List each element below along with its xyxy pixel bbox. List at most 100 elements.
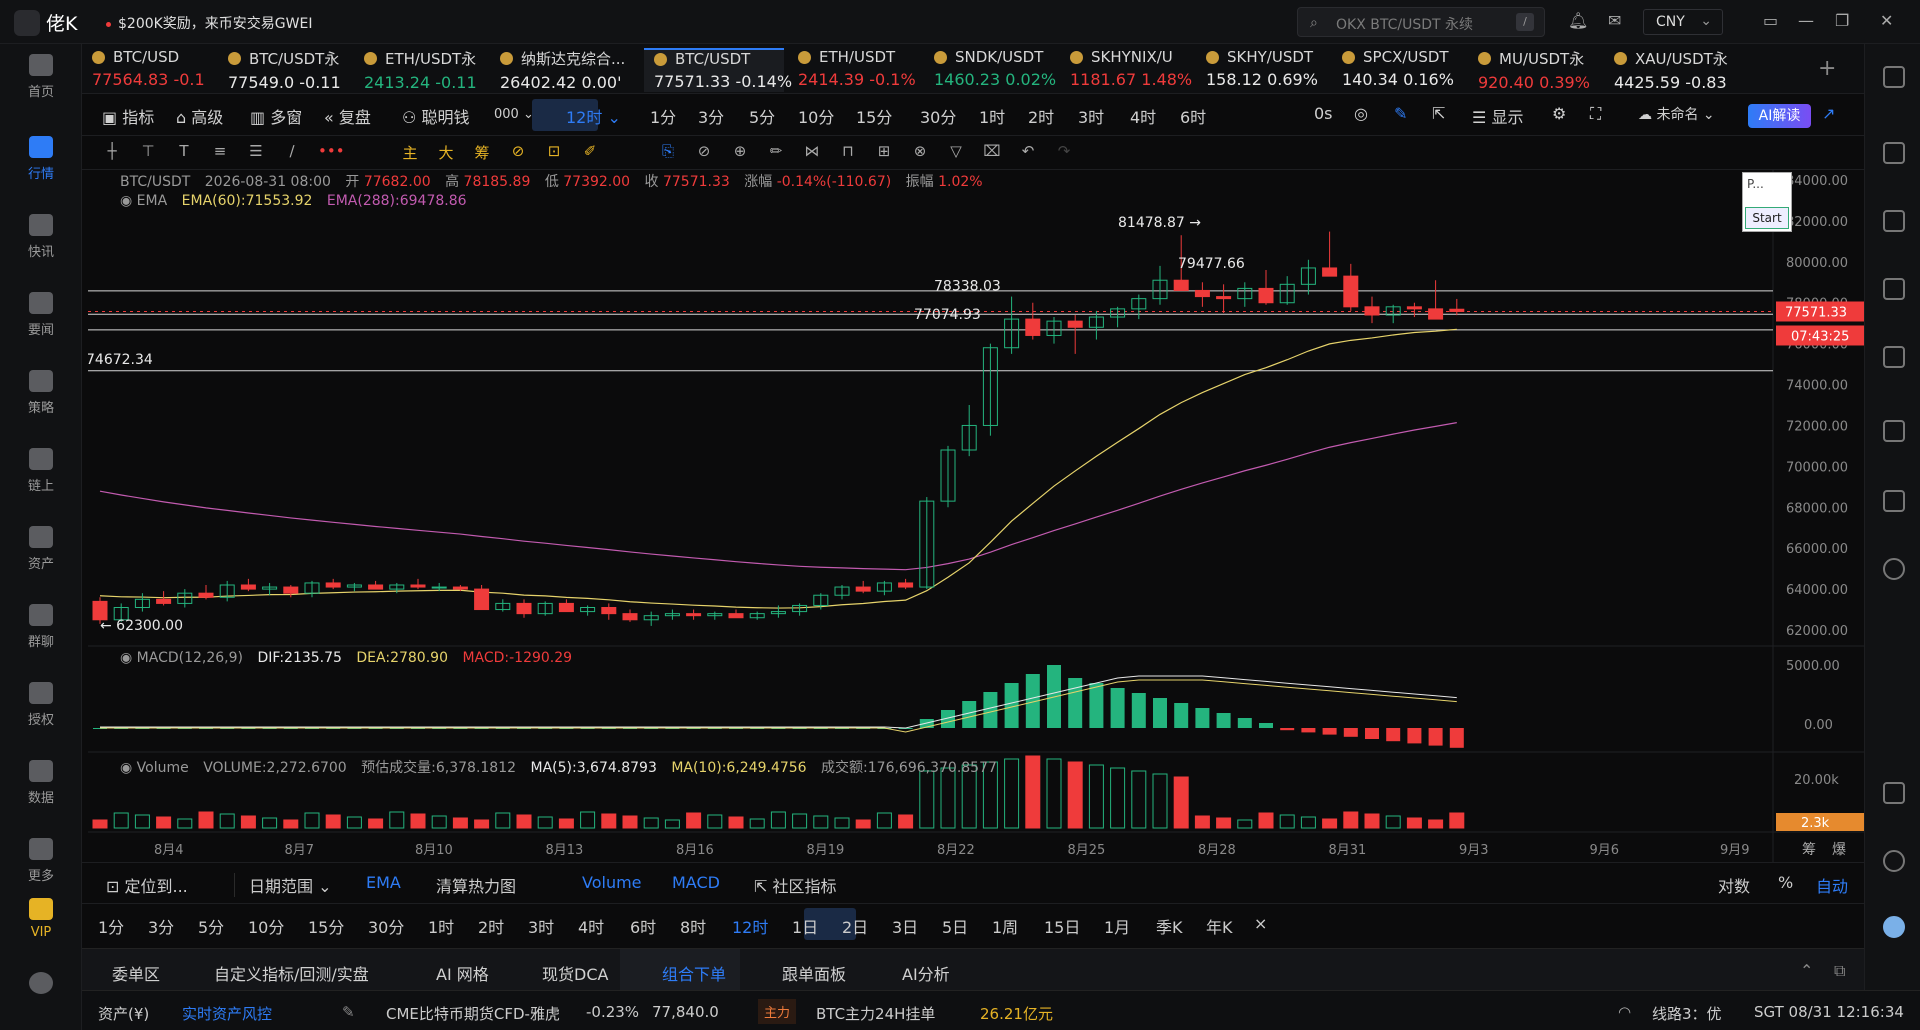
ticker-tab[interactable]: SPCX/USDT 140.34 0.16% <box>1342 48 1468 92</box>
tf-1h[interactable]: 1时 <box>428 918 455 937</box>
sidebar-item-onchain[interactable]: 链上 <box>0 448 82 494</box>
pin-icon[interactable]: ▭ <box>1763 11 1779 30</box>
bell-icon[interactable]: 🔔︎ <box>1568 11 1589 30</box>
tf-3h[interactable]: 3时 <box>528 918 555 937</box>
indicators-button[interactable]: ▣ 指标 <box>102 108 155 127</box>
search-input[interactable]: ⌕ OKX BTC/USDT 永续 / <box>1297 7 1545 37</box>
sidebar-item-more[interactable]: 更多 <box>0 838 82 884</box>
eraser-icon[interactable]: ✏ <box>769 142 783 160</box>
edit-icon[interactable]: ⊞ <box>877 142 891 160</box>
tf-1w[interactable]: 1周 <box>992 918 1019 937</box>
ema-legend[interactable]: ◉ EMA EMA(60):71553.92 EMA(288):69478.86 <box>120 193 467 209</box>
chip-icon[interactable]: 筹 <box>474 144 490 162</box>
dots-icon[interactable]: ••• <box>318 142 345 160</box>
trend-icon[interactable] <box>1883 278 1905 300</box>
locate-button[interactable]: ⊡ 定位到... <box>106 877 188 896</box>
eye-icon[interactable]: ◉ <box>120 760 133 776</box>
volume-toggle[interactable]: Volume <box>582 873 642 892</box>
tf-2h[interactable]: 2时 <box>478 918 505 937</box>
tab-copy-trading[interactable]: 跟单面板 <box>782 965 847 984</box>
ema-toggle[interactable]: EMA <box>366 873 401 892</box>
promo-banner[interactable]: $200K奖励，来币安交易GWEI <box>106 13 312 33</box>
timeframe-1m[interactable]: 1分 <box>650 108 677 127</box>
zoom-icon[interactable]: ⊕ <box>733 142 747 160</box>
trend-line-icon[interactable]: ⊤ <box>141 142 155 160</box>
timeframe-1h[interactable]: 1时 <box>979 108 1006 127</box>
tf-6h[interactable]: 6时 <box>630 918 657 937</box>
macd-toggle[interactable]: MACD <box>672 873 720 892</box>
tf-1mo[interactable]: 1月 <box>1104 918 1131 937</box>
timeframe-3m[interactable]: 3分 <box>698 108 725 127</box>
camera-icon[interactable]: ◎ <box>1354 104 1368 123</box>
fib-icon[interactable]: ☰ <box>249 142 263 160</box>
exchange-icon[interactable] <box>1883 558 1905 580</box>
sidebar-item-home[interactable]: 首页 <box>0 54 82 100</box>
ticker-tab[interactable]: SKHY/USDT 158.12 0.69% <box>1206 48 1332 92</box>
robot-icon[interactable] <box>1883 490 1905 512</box>
timeframe-2h[interactable]: 2时 <box>1028 108 1055 127</box>
brush-icon[interactable]: ∕ <box>289 142 295 160</box>
tf-10m[interactable]: 10分 <box>248 918 285 937</box>
main-icon[interactable]: 主 <box>402 144 418 162</box>
hide-icon[interactable]: ⊗ <box>913 142 927 160</box>
display-button[interactable]: ☰ 显示 <box>1472 108 1524 127</box>
auto-toggle[interactable]: 自动 <box>1816 877 1849 896</box>
lock-icon[interactable]: ⊓ <box>842 142 854 160</box>
currency-select[interactable]: CNY ⌄ <box>1643 9 1723 35</box>
trash-icon[interactable]: ⌧ <box>983 142 1001 160</box>
tf-4h[interactable]: 4时 <box>578 918 605 937</box>
dollar-icon[interactable] <box>1883 210 1905 232</box>
layout-icon[interactable] <box>1883 66 1905 88</box>
chevron-up-icon[interactable]: ⌃ <box>1800 961 1814 980</box>
sidebar-item-vip[interactable]: VIP <box>0 898 82 940</box>
route-status[interactable]: 线路3：优 <box>1652 1005 1722 1023</box>
tab-orders[interactable]: 委单区 <box>112 965 161 984</box>
ticker-tab[interactable]: BTC/USDT永 77549.0 -0.11 <box>228 48 354 92</box>
share-icon[interactable]: ⇱ <box>1432 104 1446 123</box>
tf-year[interactable]: 年K <box>1206 918 1233 937</box>
magnet-icon[interactable]: ⎘ <box>661 142 674 160</box>
ticker-tab[interactable]: ETH/USDT永 2413.24 -0.11 <box>364 48 490 92</box>
timeframe-30m[interactable]: 30分 <box>920 108 957 127</box>
tf-3m[interactable]: 3分 <box>148 918 175 937</box>
ticker-tab-active[interactable]: BTC/USDT 77571.33 -0.14% <box>644 48 792 92</box>
sidebar-item-data[interactable]: 数据 <box>0 760 82 806</box>
sidebar-item-headlines[interactable]: 要闻 <box>0 292 82 338</box>
measure-icon[interactable]: ⊡ <box>547 142 561 160</box>
ticker-tab[interactable]: ETH/USDT 2414.39 -0.1% <box>798 48 924 92</box>
undo-icon[interactable]: ↶ <box>1021 142 1035 160</box>
pen-icon[interactable]: ✎ <box>1394 104 1408 123</box>
timeframe-15m[interactable]: 15分 <box>856 108 893 127</box>
sidebar-item-market[interactable]: 行情 <box>0 136 82 182</box>
minimize-icon[interactable]: — <box>1798 11 1814 30</box>
mascot-icon[interactable] <box>1883 916 1905 938</box>
tab-spot-dca[interactable]: 现货DCA <box>542 965 609 984</box>
timeframe-4h[interactable]: 4时 <box>1130 108 1157 127</box>
tf-15d[interactable]: 15日 <box>1044 918 1081 937</box>
timeframe-5m[interactable]: 5分 <box>749 108 776 127</box>
ticker-tab[interactable]: SKHYNIX/U 1181.67 1.48% <box>1070 48 1196 92</box>
multi-window-button[interactable]: ▥ 多窗 <box>250 108 303 127</box>
sidebar-item-chat[interactable]: 群聊 <box>0 604 82 650</box>
tab-ai-grid[interactable]: AI 网格 <box>436 965 489 984</box>
candlestick-chart[interactable]: 84000.0082000.0080000.0078000.0076000.00… <box>88 170 1864 862</box>
eye-icon[interactable]: ◉ <box>120 193 133 209</box>
ticker-tab[interactable]: 纳斯达克综合... 26402.42 0.00' <box>500 48 626 92</box>
layout-select[interactable]: ☁ 未命名 ⌄ <box>1638 107 1715 123</box>
tf-1d[interactable]: 1日 <box>792 918 819 937</box>
advanced-button[interactable]: ⌂ 高级 <box>176 108 224 127</box>
notes-icon[interactable] <box>1883 142 1905 164</box>
assets-label[interactable]: 资产(¥) <box>98 1005 150 1023</box>
log-toggle[interactable]: 对数 <box>1718 877 1751 896</box>
date-range-select[interactable]: 日期范围 ⌄ <box>234 873 332 897</box>
timeframe-12h[interactable]: 12时 ⌄ <box>566 108 621 127</box>
tf-5d[interactable]: 5日 <box>942 918 969 937</box>
filter-icon[interactable]: ▽ <box>950 142 962 160</box>
timeframe-10m[interactable]: 10分 <box>798 108 835 127</box>
monitor-icon[interactable] <box>1883 346 1905 368</box>
community-indicators-button[interactable]: ⇱ 社区指标 <box>754 877 837 896</box>
headset-icon[interactable] <box>1883 850 1905 872</box>
settings-icon[interactable]: ⚙ <box>1552 104 1567 123</box>
tf-8h[interactable]: 8时 <box>680 918 707 937</box>
tf-30m[interactable]: 30分 <box>368 918 405 937</box>
